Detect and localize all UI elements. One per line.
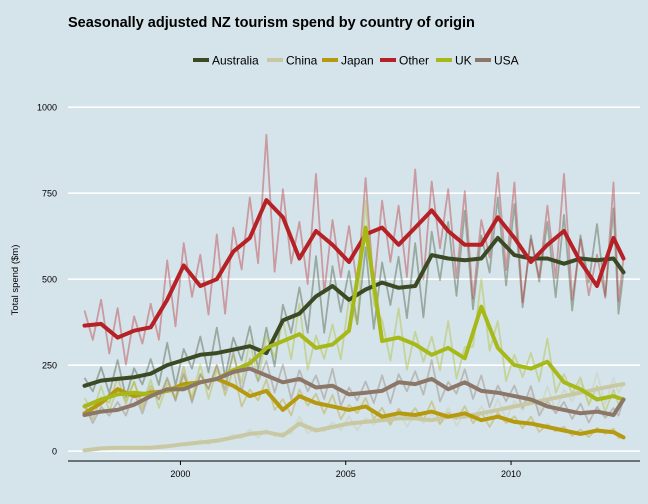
series-layer [82, 133, 626, 453]
series-raw-line [83, 364, 624, 439]
legend-label: Japan [341, 54, 374, 68]
y-axis-label: Total spend ($m) [10, 245, 21, 316]
y-tick-label: 0 [52, 447, 57, 457]
y-tick-label: 500 [42, 275, 57, 285]
legend-label: USA [494, 54, 519, 68]
y-tick-label: 250 [42, 361, 57, 371]
legend-label: China [286, 54, 318, 68]
y-tick-label: 750 [42, 189, 57, 199]
legend-label: Australia [212, 54, 259, 68]
grid [68, 106, 640, 452]
x-tick-label: 2000 [170, 469, 190, 479]
series-raw-line [83, 199, 625, 414]
x-tick-label: 2010 [501, 469, 521, 479]
legend-label: UK [455, 54, 472, 68]
series-line [82, 235, 626, 388]
series-line [82, 366, 626, 417]
axes: 0 250 500 750 1000 2000 2005 2010 [37, 103, 640, 479]
series-raw-line [83, 350, 625, 425]
chart-title: Seasonally adjusted NZ tourism spend by … [68, 15, 475, 31]
series-line [82, 198, 626, 340]
x-tick-label: 2005 [336, 469, 356, 479]
y-tick-label: 1000 [37, 103, 57, 113]
legend: Australia China Japan Other UK USA [193, 54, 519, 68]
legend-label: Other [399, 54, 429, 68]
